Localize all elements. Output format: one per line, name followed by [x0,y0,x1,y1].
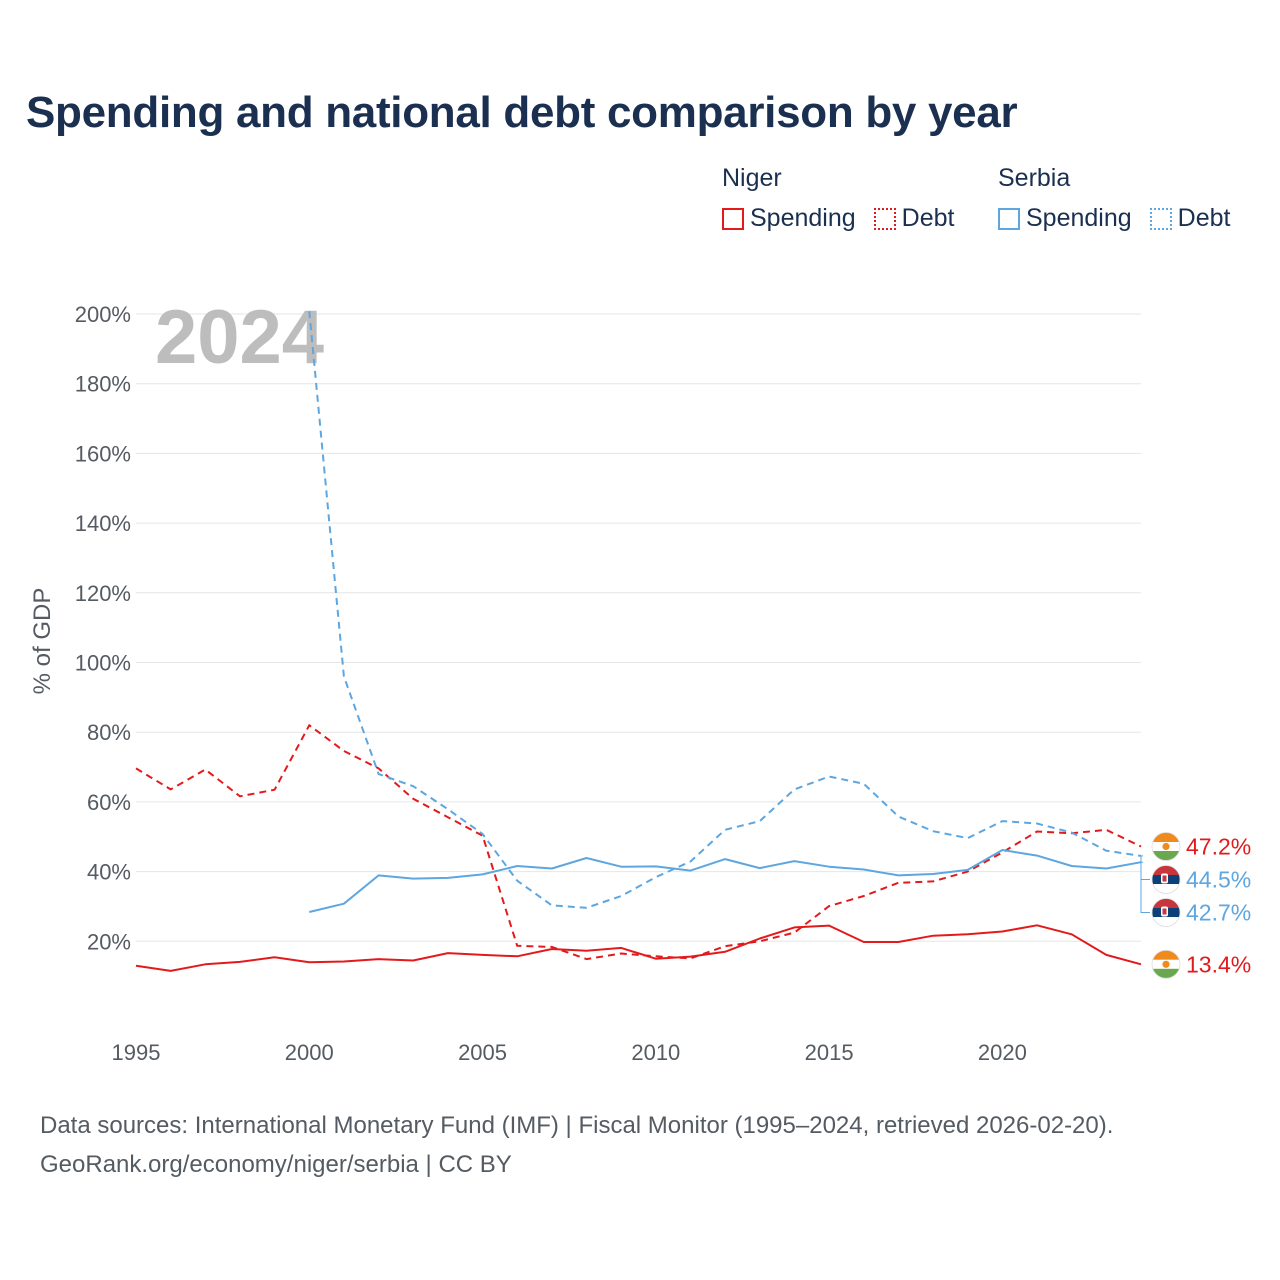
x-tick-label: 2010 [631,1040,680,1065]
legend-swatch-solid-icon [722,207,744,230]
legend-label: Spending [1026,204,1132,232]
x-tick-label: 2000 [285,1040,334,1065]
series-line-serbia-debt[interactable] [308,311,1142,909]
end-label-connector [1140,855,1150,881]
y-tick-label: 100% [75,651,131,676]
y-tick-label: 120% [75,581,131,606]
legend-label: Debt [1177,204,1231,232]
y-axis-ticks: 20% 40% 60% 80% 100% 120% 140% 160% 180% 200% [75,302,131,954]
x-tick-label: 2005 [458,1040,507,1065]
y-tick-label: 180% [75,372,131,397]
y-tick-label: 20% [87,929,131,954]
end-value-label: 44.5% [1186,867,1251,893]
series-line-niger-debt[interactable] [135,724,1142,961]
end-label-connector [1140,861,1150,914]
series-line-serbia-spending[interactable] [309,849,1142,913]
legend-country-niger: Niger [722,164,782,192]
chart-title: Spending and national debt comparison by… [26,88,1018,137]
x-tick-label: 2020 [978,1040,1027,1065]
y-tick-label: 60% [87,790,131,815]
legend-group-serbia: Serbia Spending Debt [998,162,1248,233]
legend-item-niger-spending[interactable]: Spending [722,204,856,233]
legend-group-niger: Niger Spending Debt [722,162,972,233]
serbia-flag-icon [1151,898,1181,927]
end-labels: 47.2% 44.5% 42.7% 13.4% [1140,832,1251,979]
end-value-label: 13.4% [1186,951,1251,977]
legend-country-serbia: Serbia [998,164,1071,192]
legend-item-serbia-debt[interactable]: Debt [1149,204,1231,233]
footer-attribution: GeoRank.org/economy/niger/serbia | CC BY [40,1151,512,1178]
y-axis-label: % of GDP [29,588,56,695]
end-value-label: 42.7% [1186,900,1251,926]
year-watermark: 2024 [155,295,324,380]
series-lines [135,311,1142,972]
niger-flag-icon [1151,832,1181,861]
y-tick-label: 80% [87,720,131,745]
x-tick-label: 2015 [805,1040,854,1065]
legend-item-niger-debt[interactable]: Debt [873,204,955,233]
y-tick-label: 140% [75,511,131,536]
legend-label: Debt [901,204,955,232]
y-tick-label: 200% [75,302,131,327]
series-line-niger-spending[interactable] [135,924,1142,972]
legend-label: Spending [750,204,856,232]
y-tick-label: 160% [75,441,131,466]
serbia-flag-icon [1151,865,1181,894]
footer-sources: Data sources: International Monetary Fun… [40,1112,1114,1139]
footer: Data sources: International Monetary Fun… [40,1106,1113,1184]
y-tick-label: 40% [87,860,131,885]
x-tick-label: 1995 [112,1040,161,1065]
niger-flag-icon [1151,949,1181,979]
end-value-label: 47.2% [1186,834,1251,860]
legend-swatch-dotted-icon [873,207,896,230]
legend-swatch-dotted-icon [1149,207,1172,230]
legend-item-serbia-spending[interactable]: Spending [998,204,1132,233]
x-axis-ticks: 1995 2000 2005 2010 2015 2020 [112,1040,1027,1065]
grid-lines [136,313,1141,942]
legend-swatch-solid-icon [998,207,1020,230]
